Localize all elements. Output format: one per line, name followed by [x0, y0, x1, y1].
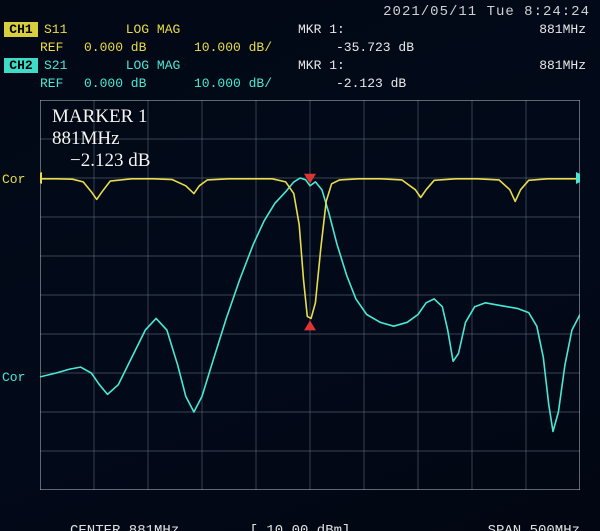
- marker-readout-title: MARKER 1: [52, 106, 150, 128]
- ch1-marker-value: -35.723 dB: [336, 40, 456, 55]
- marker-readout-freq: 881MHz: [52, 128, 150, 150]
- span: SPAN 500MHz: [488, 523, 580, 531]
- header: CH1 S11 LOG MAG MKR 1: 881MHz REF 0.000 …: [0, 22, 600, 94]
- ch1-marker-freq: 881MHz: [486, 22, 586, 37]
- datetime: 2021/05/11 Tue 8:24:24: [383, 4, 590, 20]
- ch2-marker-label: MKR 1:: [298, 58, 388, 73]
- ch2-per-div: 10.000 dB/: [194, 76, 324, 91]
- ch1-label: CH1: [4, 22, 38, 37]
- ch2-ref-value: 0.000 dB: [84, 76, 194, 91]
- ch1-ref-value: 0.000 dB: [84, 40, 194, 55]
- ch2-ref-label: REF: [40, 76, 84, 91]
- center-freq: CENTER 881MHz: [70, 523, 179, 531]
- marker-readout: MARKER 1 881MHz −2.123 dB: [52, 106, 150, 172]
- ch2-marker-freq: 881MHz: [486, 58, 586, 73]
- ch2-marker-value: -2.123 dB: [336, 76, 456, 91]
- ch2-label: CH2: [4, 58, 38, 73]
- ref-level: [ 10.00 dBm]: [250, 523, 351, 531]
- ch1-marker-label: MKR 1:: [298, 22, 388, 37]
- ch1-format: LOG MAG: [88, 22, 218, 37]
- cor-label-ch2: Cor: [2, 370, 25, 385]
- ch2-param: S21: [44, 58, 88, 73]
- vna-screen: 2021/05/11 Tue 8:24:24 CH1 S11 LOG MAG M…: [0, 0, 600, 531]
- ch1-per-div: 10.000 dB/: [194, 40, 324, 55]
- ch1-ref-label: REF: [40, 40, 84, 55]
- ch1-param: S11: [44, 22, 88, 37]
- cor-label-ch1: Cor: [2, 172, 25, 187]
- marker-readout-value: −2.123 dB: [52, 150, 150, 172]
- ch2-format: LOG MAG: [88, 58, 218, 73]
